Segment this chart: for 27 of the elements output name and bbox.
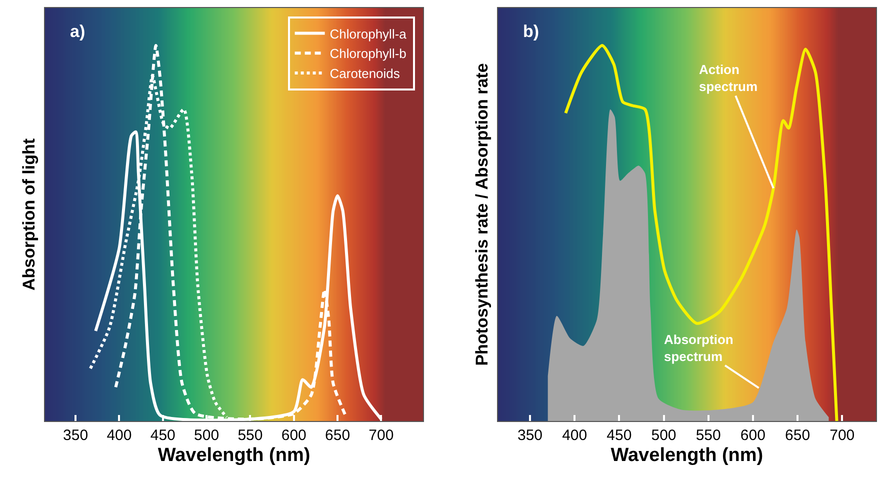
x-tick-label: 450 — [150, 427, 176, 444]
x-axis-title: Wavelength (nm) — [610, 444, 764, 466]
legend-label: Chlorophyll-a — [330, 26, 408, 42]
x-tick-label: 650 — [785, 427, 810, 444]
x-tick-label: 500 — [651, 427, 676, 444]
legend-label: Carotenoids — [330, 66, 400, 82]
x-tick-label: 700 — [368, 427, 394, 444]
annotation: Action spectrum — [699, 62, 758, 94]
chart-title: a) — [70, 22, 86, 41]
legend-label: Chlorophyll-b — [330, 46, 406, 62]
x-axis-title: Wavelength (nm) — [158, 444, 310, 466]
y-axis-title: Photosynthesis rate / Absorption rate — [472, 63, 492, 366]
annotation: Absorption spectrum — [664, 332, 734, 364]
x-tick-label: 650 — [325, 427, 350, 444]
x-tick-label: 400 — [562, 427, 588, 444]
x-tick-label: 700 — [830, 427, 855, 444]
x-tick-label: 550 — [696, 427, 721, 444]
x-tick-label: 450 — [606, 427, 632, 444]
x-tick-label: 350 — [517, 427, 543, 444]
x-tick-label: 550 — [238, 427, 263, 444]
x-tick-label: 600 — [281, 427, 306, 444]
x-tick-label: 400 — [106, 427, 132, 444]
chart-title: b) — [523, 22, 540, 41]
x-tick-label: 350 — [63, 427, 88, 444]
x-tick-label: 500 — [194, 427, 220, 444]
x-tick-label: 600 — [740, 427, 766, 444]
y-axis-title: Absorption of light — [20, 138, 39, 291]
